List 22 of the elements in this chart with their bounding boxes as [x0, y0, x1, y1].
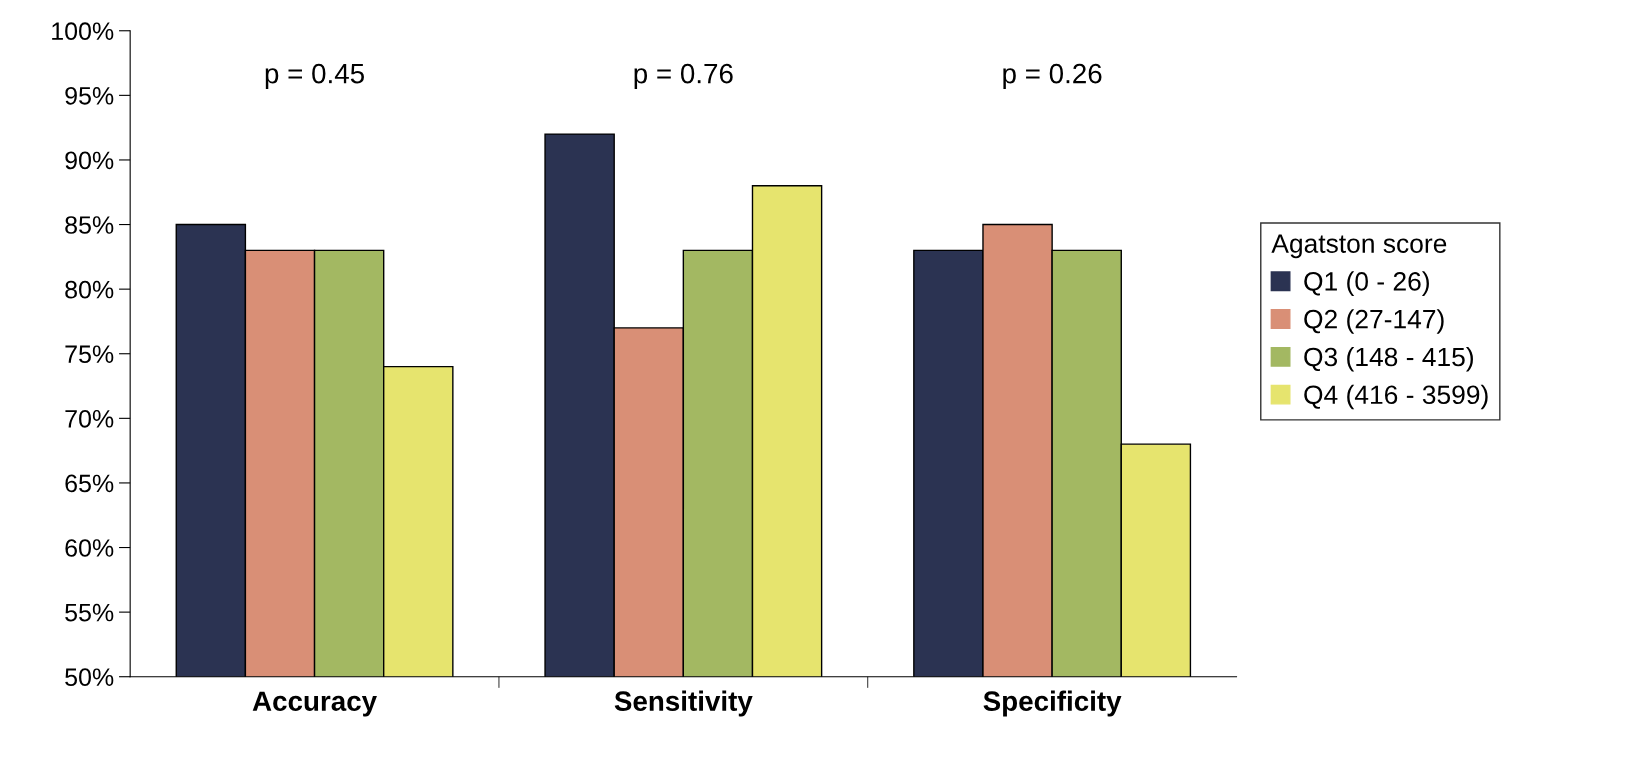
x-tick-label: Sensitivity — [614, 690, 753, 717]
y-tick-label: 90% — [65, 151, 114, 170]
legend-label: Q4 (416 - 3599) — [1304, 384, 1488, 410]
y-tick-label: 50% — [65, 668, 114, 687]
legend-title: Agatston score — [1271, 234, 1447, 259]
legend-label: Q3 (148 - 415) — [1304, 346, 1473, 372]
x-tick-label: Specificity — [983, 690, 1122, 717]
annotation: p = 0.26 — [1003, 63, 1102, 89]
y-tick-label: 65% — [65, 474, 114, 493]
x-tick-label: Accuracy — [252, 691, 377, 717]
y-tick-label: 70% — [65, 409, 114, 428]
y-tick-label: 85% — [65, 216, 114, 234]
annotation: p = 0.76 — [634, 63, 733, 89]
y-tick-label: 95% — [65, 86, 114, 105]
y-tick-label: 100% — [52, 22, 114, 41]
y-tick-label: 75% — [65, 345, 114, 364]
legend-label: Q2 (27-147) — [1304, 309, 1444, 334]
y-tick-label: 60% — [65, 539, 114, 557]
y-tick-label: 55% — [65, 603, 114, 622]
legend-label: Q1 (0 - 26) — [1304, 271, 1429, 296]
annotation: p = 0.45 — [265, 63, 364, 89]
y-tick-label: 80% — [65, 280, 114, 299]
